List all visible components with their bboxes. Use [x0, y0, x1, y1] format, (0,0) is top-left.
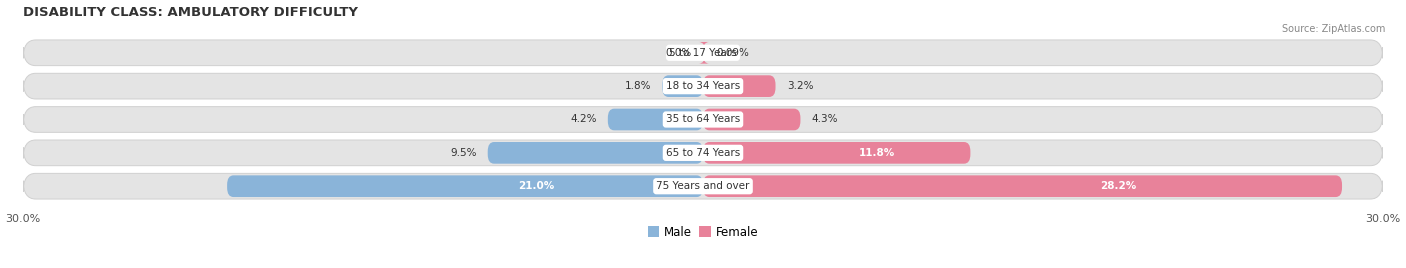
Text: 1.8%: 1.8%	[624, 81, 651, 91]
FancyBboxPatch shape	[22, 107, 1384, 132]
Text: 4.3%: 4.3%	[811, 114, 838, 125]
Text: 4.2%: 4.2%	[569, 114, 596, 125]
FancyBboxPatch shape	[699, 42, 710, 64]
Text: 0.09%: 0.09%	[717, 48, 749, 58]
FancyBboxPatch shape	[703, 109, 800, 130]
FancyBboxPatch shape	[662, 75, 703, 97]
FancyBboxPatch shape	[488, 142, 703, 164]
Text: 11.8%: 11.8%	[859, 148, 896, 158]
FancyBboxPatch shape	[607, 109, 703, 130]
FancyBboxPatch shape	[22, 40, 1384, 66]
Text: 18 to 34 Years: 18 to 34 Years	[666, 81, 740, 91]
Text: DISABILITY CLASS: AMBULATORY DIFFICULTY: DISABILITY CLASS: AMBULATORY DIFFICULTY	[22, 6, 359, 18]
FancyBboxPatch shape	[228, 175, 703, 197]
Text: 28.2%: 28.2%	[1101, 181, 1136, 191]
Text: 21.0%: 21.0%	[519, 181, 554, 191]
FancyBboxPatch shape	[22, 73, 1384, 99]
FancyBboxPatch shape	[22, 173, 1384, 199]
Text: 75 Years and over: 75 Years and over	[657, 181, 749, 191]
Text: 3.2%: 3.2%	[787, 81, 813, 91]
FancyBboxPatch shape	[703, 175, 1343, 197]
Text: 65 to 74 Years: 65 to 74 Years	[666, 148, 740, 158]
FancyBboxPatch shape	[703, 75, 776, 97]
Legend: Male, Female: Male, Female	[643, 221, 763, 243]
Text: 9.5%: 9.5%	[450, 148, 477, 158]
Text: 5 to 17 Years: 5 to 17 Years	[669, 48, 737, 58]
FancyBboxPatch shape	[703, 142, 970, 164]
Text: 0.0%: 0.0%	[665, 48, 692, 58]
Text: 35 to 64 Years: 35 to 64 Years	[666, 114, 740, 125]
Text: Source: ZipAtlas.com: Source: ZipAtlas.com	[1281, 24, 1385, 34]
FancyBboxPatch shape	[22, 140, 1384, 166]
